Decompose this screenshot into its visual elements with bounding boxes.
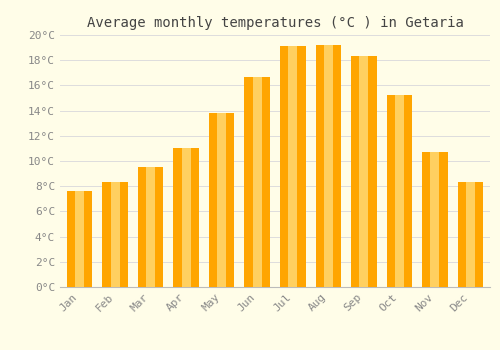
Bar — [174, 148, 199, 287]
Bar — [422, 152, 448, 287]
Bar — [288, 46, 297, 287]
Bar — [395, 96, 404, 287]
Bar — [360, 56, 368, 287]
Bar — [244, 77, 270, 287]
Bar — [67, 191, 92, 287]
Bar — [110, 182, 120, 287]
Bar — [253, 77, 262, 287]
Bar — [386, 96, 412, 287]
Bar — [351, 56, 376, 287]
Bar — [466, 182, 475, 287]
Bar — [75, 191, 84, 287]
Bar — [430, 152, 440, 287]
Bar — [217, 113, 226, 287]
Bar — [280, 46, 305, 287]
Bar — [102, 182, 128, 287]
Bar — [146, 167, 155, 287]
Bar — [458, 182, 483, 287]
Bar — [182, 148, 190, 287]
Bar — [138, 167, 164, 287]
Bar — [316, 45, 341, 287]
Title: Average monthly temperatures (°C ) in Getaria: Average monthly temperatures (°C ) in Ge… — [86, 16, 464, 30]
Bar — [324, 45, 333, 287]
Bar — [209, 113, 234, 287]
